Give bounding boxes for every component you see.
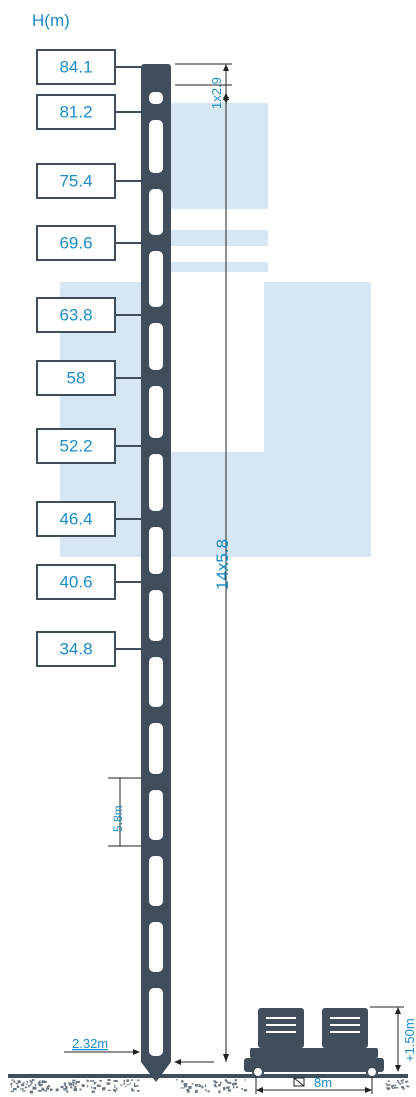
axis-title: H(m): [32, 11, 70, 30]
dimension-base-width-label: 2.32m: [72, 1036, 108, 1051]
dimension-main-span: [223, 92, 229, 1062]
height-label-value: 81.2: [59, 103, 92, 122]
height-label-value: 40.6: [59, 573, 92, 592]
dimension-foundation-height-label: +1.50m: [402, 1018, 416, 1062]
height-label-value: 52.2: [59, 437, 92, 456]
dimension-foundation-width: [255, 1076, 373, 1094]
height-label-value: 34.8: [59, 640, 92, 659]
height-label-value: 75.4: [59, 172, 92, 191]
dimension-foundation-height: [370, 1006, 404, 1072]
dimension-foundation-width-label: 8m: [314, 1075, 332, 1090]
height-label-box: [36, 297, 116, 333]
equipment-cabinets: [244, 1008, 384, 1078]
height-label-box: [36, 501, 116, 537]
height-label-box: [36, 225, 116, 261]
ground: [8, 1074, 410, 1094]
dimension-module-label: 5.8m: [111, 805, 125, 832]
height-label-value: 46.4: [59, 510, 92, 529]
dimension-top-segment-label: 1x2.9: [209, 77, 224, 109]
tower-mast: [141, 64, 171, 1082]
square-section-icon: [293, 1077, 305, 1087]
dimension-module: [108, 777, 141, 847]
height-label-box: [36, 631, 116, 667]
dimension-base-width: [64, 1049, 214, 1065]
height-labels: 84.1 81.2 75.4 69.6 63.8 58 52.2 46.4 40.6 34.8: [36, 49, 141, 667]
height-label-box: [36, 564, 116, 600]
height-label-box: [36, 360, 116, 396]
height-label-box: [36, 163, 116, 199]
dimension-main-span-label: 14x5.8: [213, 539, 232, 590]
height-label-value: 63.8: [59, 306, 92, 325]
height-label-value: 84.1: [59, 58, 92, 77]
height-label-value: 69.6: [59, 234, 92, 253]
height-label-value: 58: [67, 369, 86, 388]
height-label-box: [36, 428, 116, 464]
